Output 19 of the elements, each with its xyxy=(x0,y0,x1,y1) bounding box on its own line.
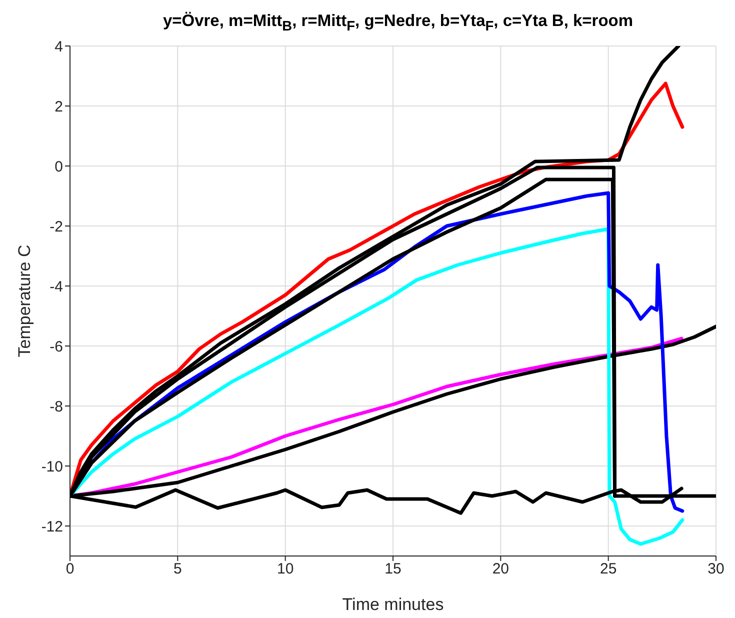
x-tick-label: 5 xyxy=(173,560,182,578)
x-tick-label: 15 xyxy=(384,560,402,578)
y-tick-label: 4 xyxy=(54,38,63,56)
x-tick-label: 20 xyxy=(492,560,510,578)
x-tick-label: 0 xyxy=(66,560,74,578)
y-tick-label: 2 xyxy=(54,98,63,116)
x-tick-label: 25 xyxy=(600,560,617,578)
chart-title: y=Övre, m=Mitt$_{B}$, r=Mitt$_{F}$, g=Nedre, b=Yta$_{F}$, c=Yta B, k=room xyxy=(162,10,634,36)
y-tick-label: -2 xyxy=(50,218,63,236)
x-tick-label: 10 xyxy=(276,560,294,578)
y-tick-label: -6 xyxy=(50,338,63,356)
y-axis-title: Temperature C xyxy=(15,244,34,358)
y-tick-label: -4 xyxy=(50,278,63,296)
x-axis-title: Time minutes xyxy=(342,595,444,614)
y-tick-label: -10 xyxy=(41,458,63,476)
y-tick-label: 0 xyxy=(54,158,63,176)
y-tick-label: -8 xyxy=(50,398,63,416)
x-tick-label: 30 xyxy=(708,560,724,578)
y-tick-label: -12 xyxy=(41,518,63,536)
